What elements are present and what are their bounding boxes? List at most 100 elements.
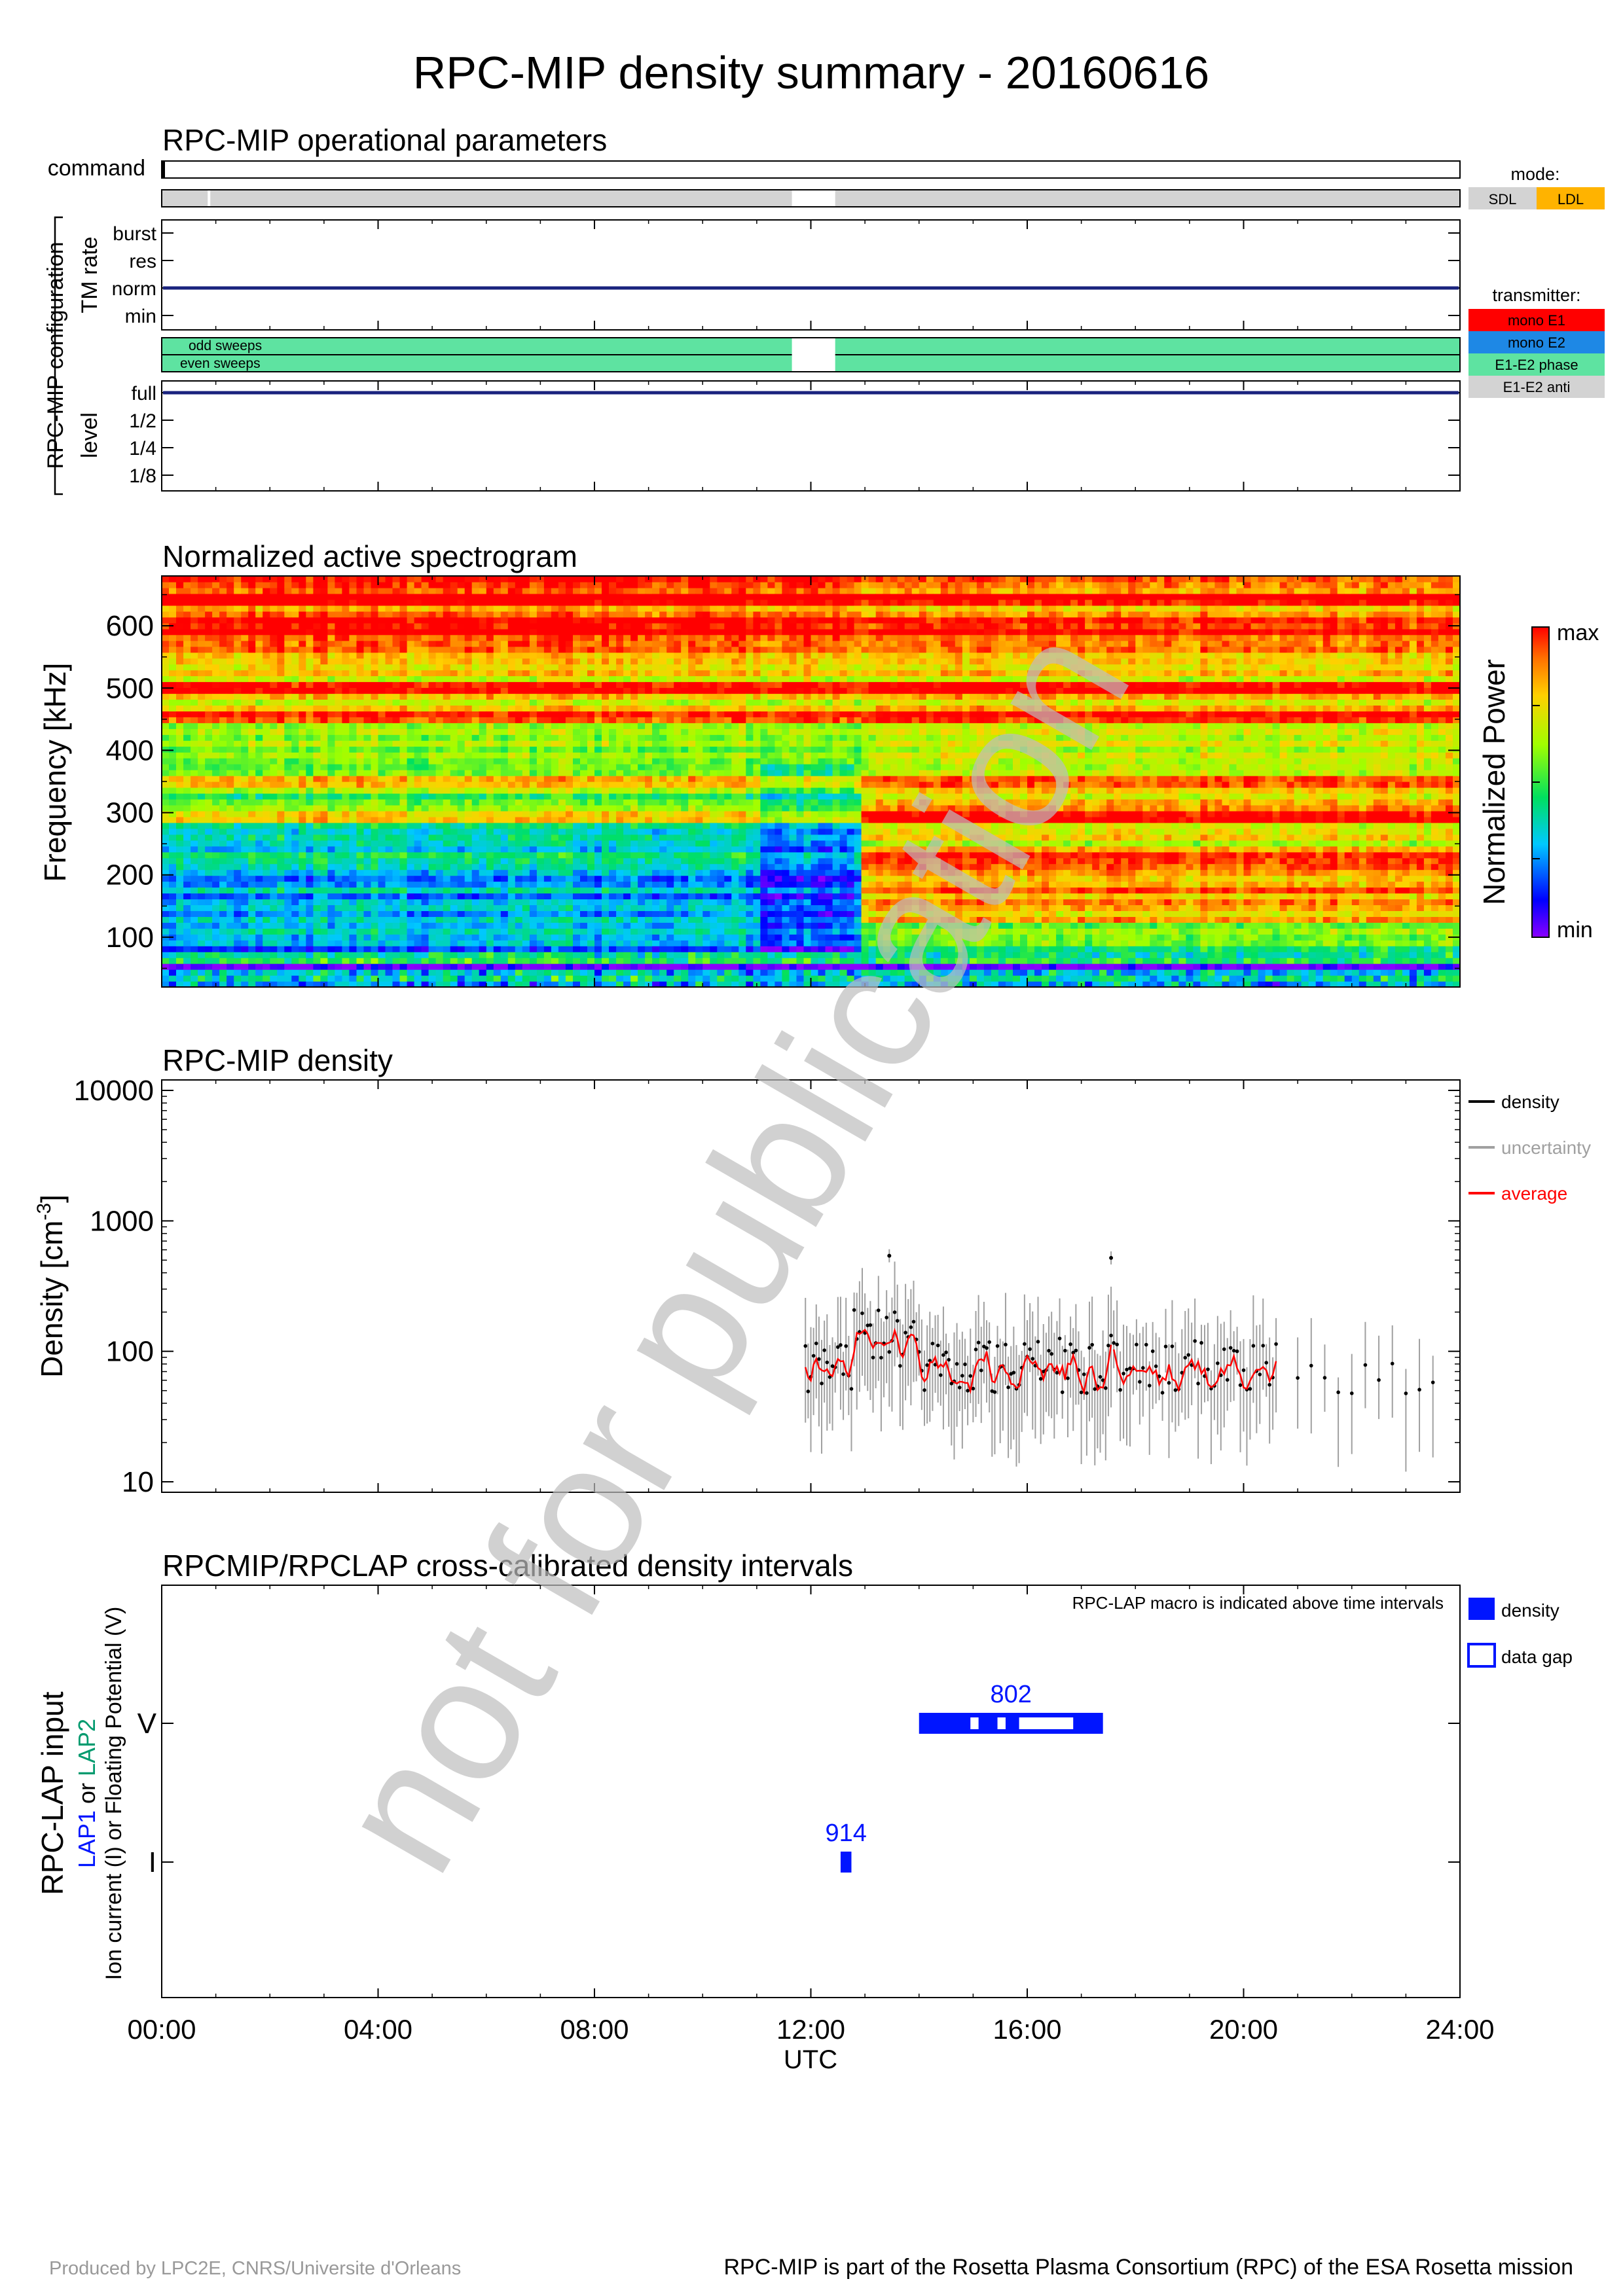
spectrogram-cell [205, 781, 213, 788]
spectrogram-cell [169, 810, 177, 817]
spectrogram-cell [471, 958, 480, 964]
spectrogram-cell [507, 952, 516, 958]
spectrogram-cell [205, 946, 213, 952]
spectrogram-cell [399, 958, 408, 964]
spectrogram-cell [169, 893, 177, 900]
spectrogram-cell [176, 846, 184, 853]
spectrogram-cell [428, 634, 437, 641]
spectrogram-cell [565, 717, 574, 723]
spectrogram-cell [587, 975, 595, 982]
spectrogram-cell [522, 634, 530, 641]
spectrogram-cell [219, 605, 227, 612]
spectrogram-cell [371, 863, 379, 870]
spectrogram-cell [565, 793, 574, 800]
spectrogram-cell [421, 846, 429, 853]
spectrogram-cell [363, 798, 372, 806]
spectrogram-cell [443, 758, 451, 764]
spectrogram-cell [551, 928, 559, 935]
spectrogram-cell [573, 605, 581, 612]
spectrogram-cell [241, 770, 249, 776]
spectrogram-cell [428, 940, 437, 946]
spectrogram-cell [573, 628, 581, 636]
spectrogram-cell [565, 893, 574, 900]
spectrogram-cell [522, 587, 530, 594]
spectrogram-cell [378, 699, 386, 706]
spectrogram-cell [284, 846, 292, 853]
spectrogram-cell [602, 776, 610, 782]
spectrogram-cell [183, 928, 191, 935]
spectrogram-cell [587, 640, 595, 647]
spectrogram-cell [198, 893, 206, 900]
spectrogram-cell [277, 899, 285, 905]
spectrogram-cell [471, 740, 480, 747]
spectrogram-cell [263, 670, 270, 677]
spectrogram-cell [392, 875, 401, 882]
spectrogram-cell [205, 746, 213, 753]
spectrogram-cell [263, 764, 270, 770]
spectrogram-cell [407, 576, 415, 583]
spectrogram-cell [457, 611, 465, 618]
spectrogram-cell [594, 670, 602, 677]
spectrogram-cell [392, 723, 401, 729]
spectrogram-cell [428, 869, 437, 876]
spectrogram-cell [284, 764, 292, 770]
spectrogram-cell [349, 804, 357, 812]
spectrogram-cell [248, 928, 256, 935]
spectrogram-cell [486, 746, 494, 753]
spectrogram-cell [176, 804, 184, 812]
spectrogram-cell [255, 910, 263, 917]
spectrogram-cell [421, 628, 429, 636]
spectrogram-cell [162, 804, 170, 812]
spectrogram-cell [573, 834, 581, 841]
spectrogram-cell [327, 717, 335, 723]
spectrogram-cell [602, 699, 610, 706]
spectrogram-cell [551, 946, 559, 952]
spectrogram-cell [407, 869, 415, 876]
spectrogram-cell [327, 822, 335, 829]
spectrogram-cell [507, 746, 516, 753]
spectrogram-cell [342, 852, 350, 859]
spectrogram-cell [183, 940, 191, 946]
spectrogram-cell [551, 810, 559, 817]
spectrogram-cell [623, 582, 631, 588]
spectrogram-cell [594, 975, 602, 982]
spectrogram-cell [529, 582, 538, 588]
spectrogram-cell [435, 869, 444, 876]
spectrogram-cell [378, 675, 386, 683]
spectrogram-cell [255, 611, 263, 618]
spectrogram-cell [443, 622, 451, 630]
spectrogram-cell [399, 798, 408, 806]
spectrogram-cell [602, 617, 610, 624]
spectrogram-cell [313, 711, 321, 717]
spectrogram-cell [378, 875, 386, 882]
spectrogram-cell [493, 711, 501, 717]
spectrogram-cell [630, 776, 638, 782]
spectrogram-cell [284, 981, 292, 987]
spectrogram-cell [191, 893, 198, 900]
spectrogram-cell [299, 758, 306, 764]
spectrogram-cell [507, 670, 516, 677]
spectrogram-cell [543, 640, 552, 647]
spectrogram-cell [551, 658, 559, 665]
spectrogram-cell [587, 622, 595, 630]
spectrogram-cell [320, 634, 328, 641]
spectrogram-cell [176, 916, 184, 923]
spectrogram-cell [327, 922, 335, 929]
spectrogram-cell [176, 576, 184, 583]
spectrogram-cell [399, 617, 408, 624]
spectrogram-cell [515, 681, 523, 689]
spectrogram-cell [349, 910, 357, 917]
spectrogram-cell [205, 852, 213, 859]
spectrogram-cell [602, 646, 610, 653]
spectrogram-cell [616, 640, 624, 647]
spectrogram-cell [471, 804, 480, 812]
spectrogram-cell [464, 693, 473, 700]
spectrogram-cell [392, 617, 401, 624]
spectrogram-cell [335, 717, 342, 723]
spectrogram-cell [306, 734, 314, 741]
spectrogram-cell [313, 946, 321, 952]
spectrogram-cell [443, 576, 451, 583]
spectrogram-cell [191, 822, 198, 829]
spectrogram-cell [183, 752, 191, 759]
spectrogram-cell [421, 734, 429, 741]
